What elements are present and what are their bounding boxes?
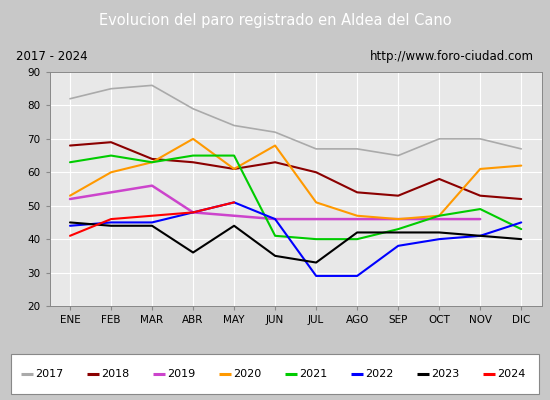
Text: 2017 - 2024: 2017 - 2024 xyxy=(16,50,88,63)
Text: 2020: 2020 xyxy=(233,369,262,379)
Text: 2021: 2021 xyxy=(299,369,328,379)
Text: 2022: 2022 xyxy=(365,369,394,379)
Text: Evolucion del paro registrado en Aldea del Cano: Evolucion del paro registrado en Aldea d… xyxy=(98,14,452,28)
Text: http://www.foro-ciudad.com: http://www.foro-ciudad.com xyxy=(370,50,534,63)
Text: 2023: 2023 xyxy=(431,369,460,379)
Text: 2019: 2019 xyxy=(167,369,196,379)
Text: 2024: 2024 xyxy=(497,369,526,379)
FancyBboxPatch shape xyxy=(11,354,539,394)
Text: 2018: 2018 xyxy=(101,369,130,379)
Text: 2017: 2017 xyxy=(35,369,64,379)
